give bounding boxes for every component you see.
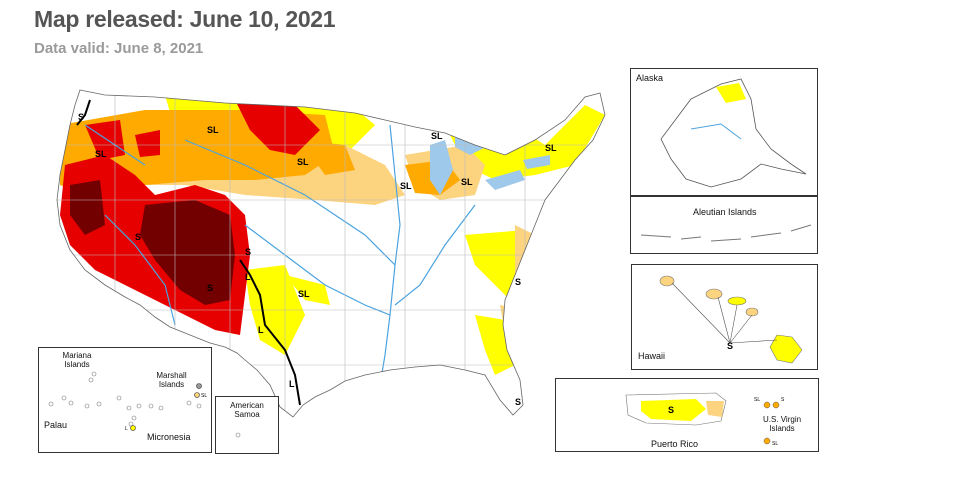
puerto-rico-impact-label: S (668, 405, 674, 415)
usvi-label: U.S. Virgin Islands (762, 415, 802, 433)
hawaii-label: Hawaii (638, 351, 666, 361)
impact-boundaries (76, 99, 301, 406)
samoa-label: American Samoa (230, 401, 264, 419)
micronesia-impact-label: L (125, 426, 128, 432)
alaska-label: Alaska (636, 73, 664, 83)
impact-label: S (245, 247, 251, 257)
impact-label: SL (545, 143, 557, 153)
usvi-impact-label: SL (772, 441, 778, 447)
alaska-shape (660, 78, 807, 188)
impact-label: SL (431, 131, 443, 141)
map-subtitle: Data valid: June 8, 2021 (34, 40, 204, 57)
impact-label: L (245, 272, 251, 282)
conus-drought-map: S SL SL SL SL SL SL SL S S L L L S SL S … (56, 89, 606, 418)
mariana-label: Mariana Islands (62, 351, 92, 369)
hawaii-inset: Hawaii S (631, 264, 818, 370)
conus-outline (56, 89, 606, 418)
puerto-rico-inset: Puerto Rico U.S. Virgin Islands S SL S S… (555, 378, 819, 452)
alaska-inset: Alaska (630, 68, 818, 196)
aleutian-shape (640, 224, 812, 242)
pacific-shape: SL L (48, 371, 207, 432)
impact-label: SL (207, 125, 219, 135)
samoa-inset: American Samoa (215, 396, 279, 454)
marshall-label: Marshall Islands (156, 371, 187, 389)
micronesia-label: Micronesia (147, 432, 191, 442)
d4-areas (70, 180, 235, 305)
impact-label: SL (297, 157, 309, 167)
aleutian-inset: Aleutian Islands (630, 196, 818, 254)
impact-label: S (207, 283, 213, 293)
impact-label: SL (95, 149, 107, 159)
impact-label: L (289, 379, 295, 389)
puerto-rico-shape: S SL S SL (625, 392, 785, 447)
impact-label: L (258, 325, 264, 335)
hawaii-impact-label: S (727, 341, 733, 351)
map-title: Map released: June 10, 2021 (34, 6, 336, 32)
impact-label: S (515, 397, 521, 407)
palau-label: Palau (44, 420, 68, 430)
usvi-impact-label: SL (754, 397, 760, 403)
hawaii-shape: S (659, 275, 803, 364)
marshall-impact-label: SL (201, 393, 207, 399)
pacific-inset: Mariana Islands Marshall Islands Palau M… (38, 347, 212, 453)
impact-label: S (515, 277, 521, 287)
impact-label: S (135, 232, 141, 242)
impact-label: SL (461, 177, 473, 187)
impact-label: S (78, 112, 84, 122)
usvi-impact-label: S (781, 397, 785, 403)
samoa-shape (235, 432, 241, 438)
aleutian-label: Aleutian Islands (693, 207, 757, 217)
impact-label: SL (400, 181, 412, 191)
impact-label: SL (298, 289, 310, 299)
puerto-rico-label: Puerto Rico (651, 439, 699, 449)
rivers (84, 124, 476, 386)
